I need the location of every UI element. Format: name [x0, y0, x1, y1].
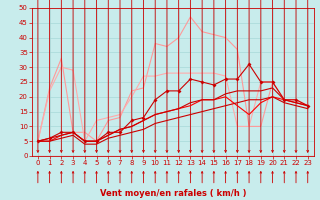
Text: Vent moyen/en rafales ( km/h ): Vent moyen/en rafales ( km/h ) — [100, 189, 246, 198]
